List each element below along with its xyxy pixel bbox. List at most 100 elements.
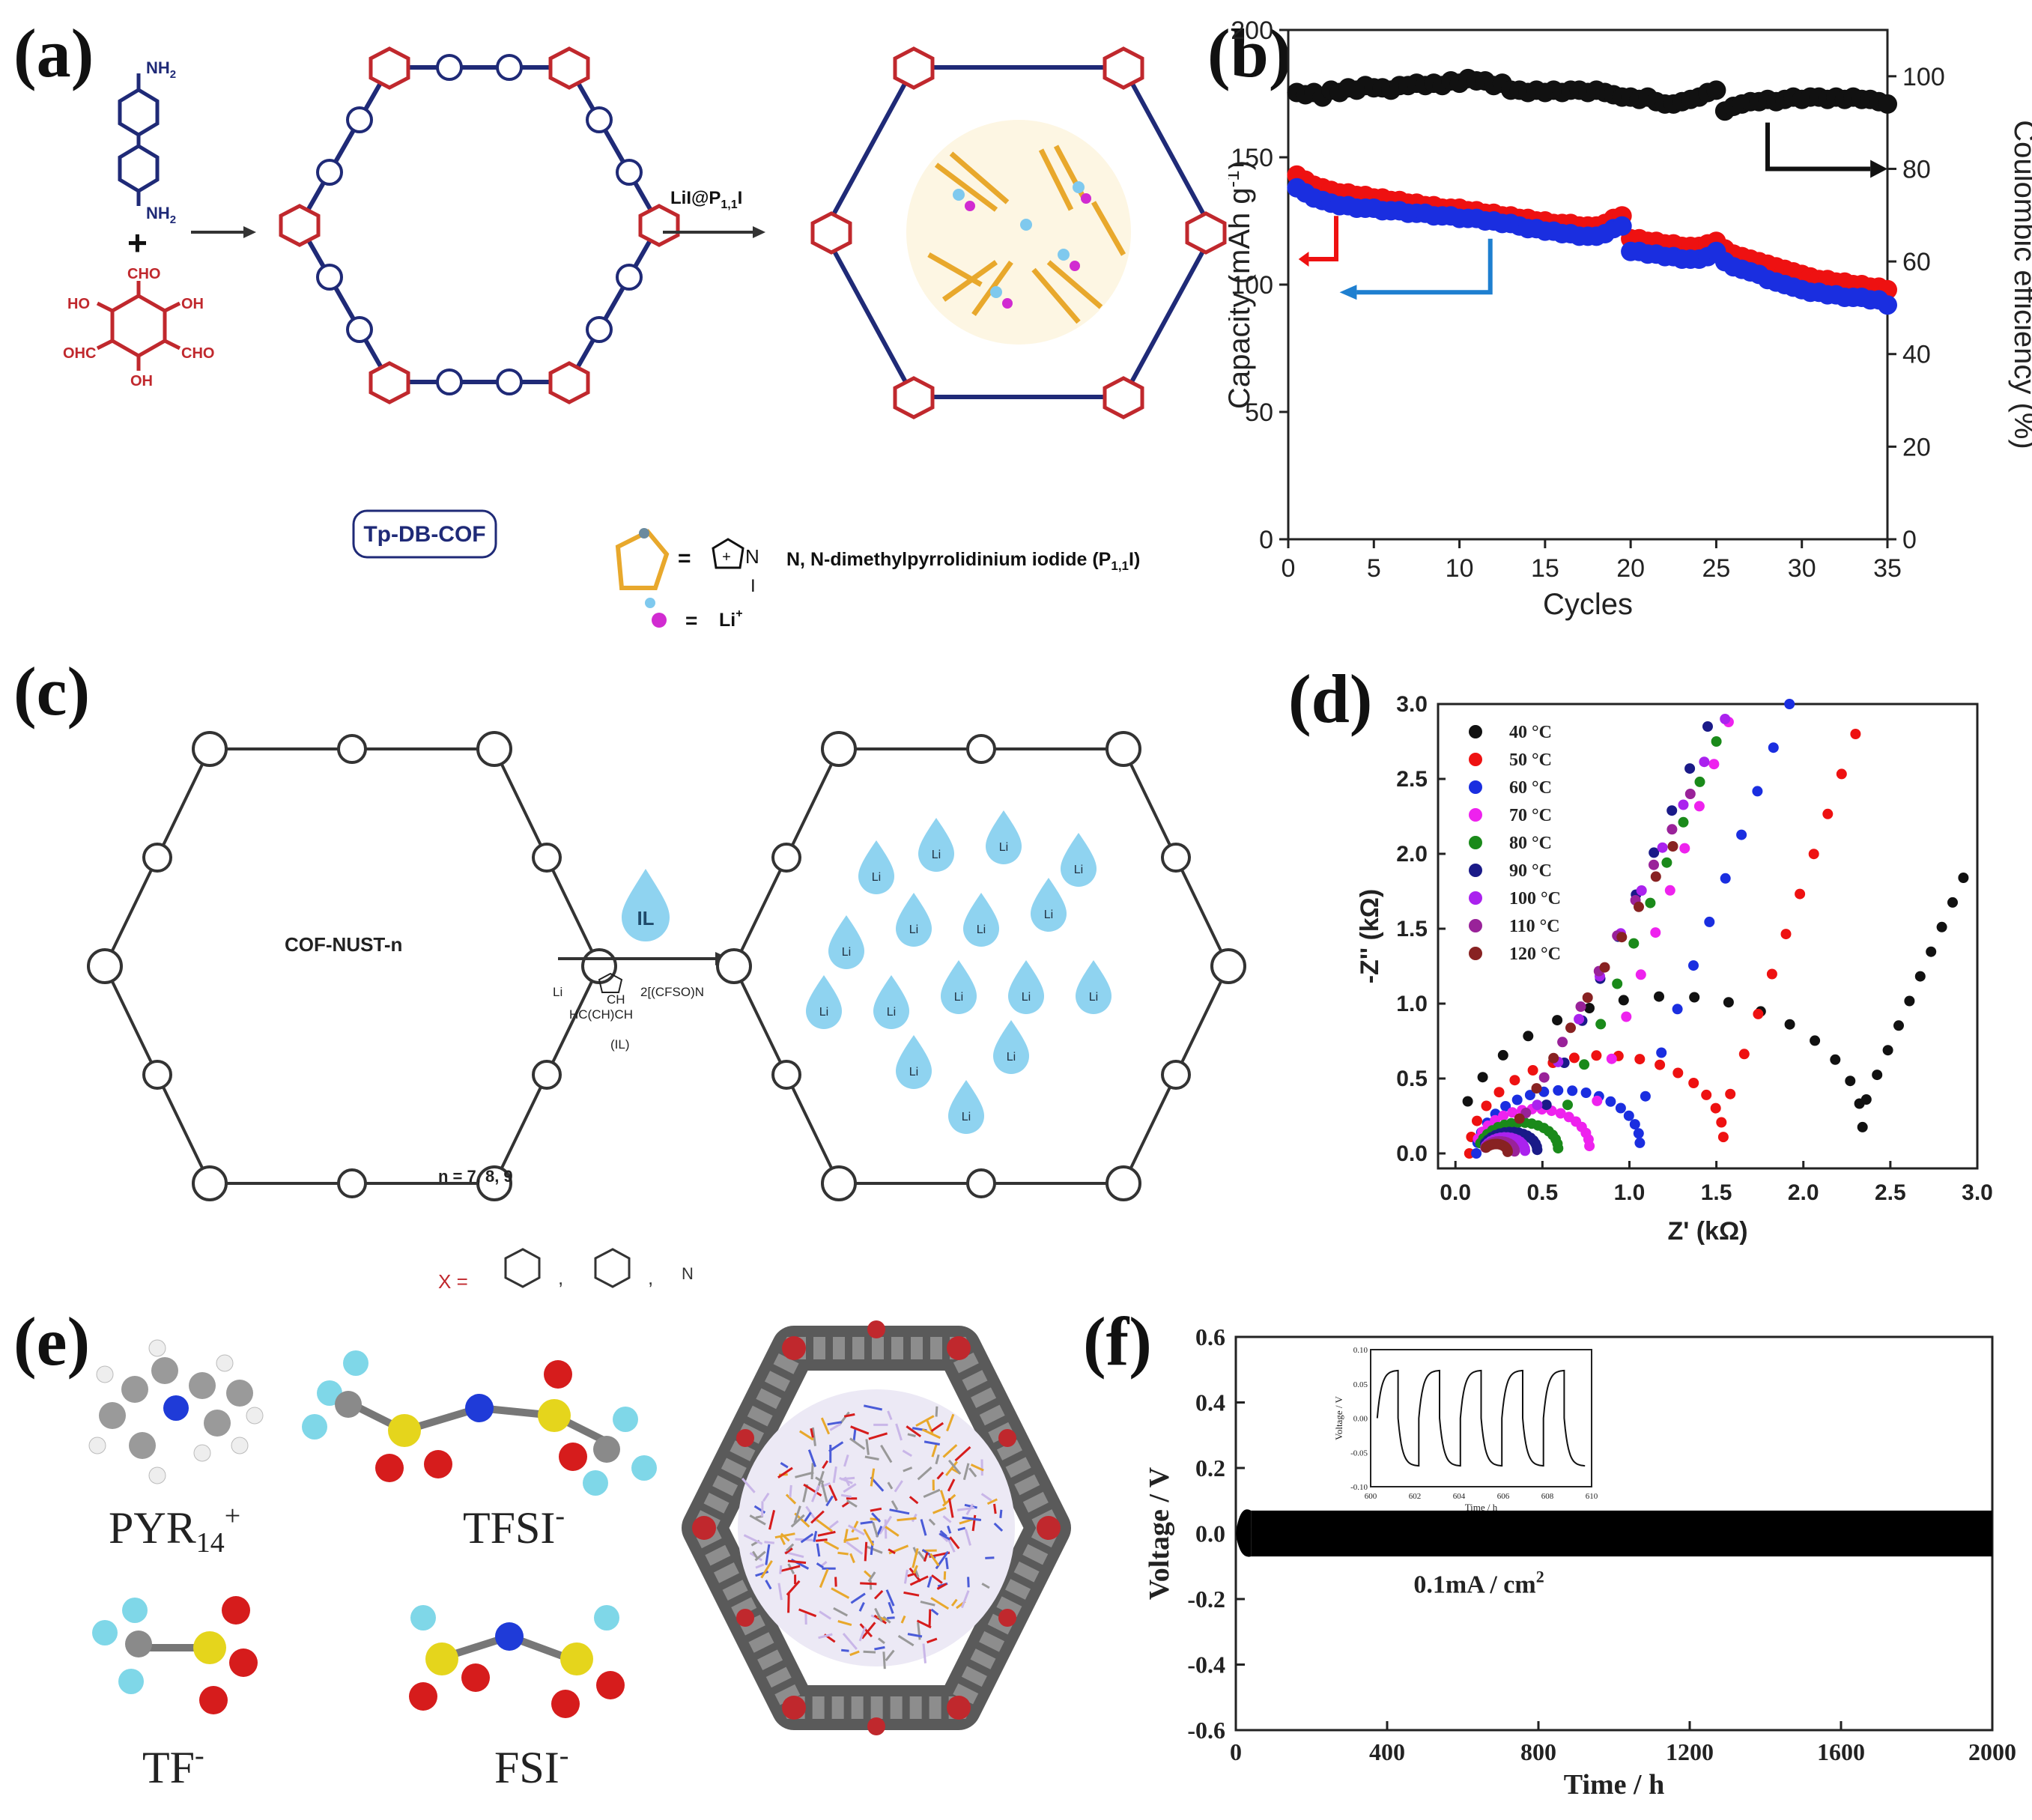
data-point [1599, 962, 1610, 973]
pyr14-molecule [88, 1339, 264, 1484]
pore-guest-segment [935, 1454, 940, 1465]
data-point [1795, 888, 1806, 900]
pore-guest-segment [920, 1601, 935, 1607]
pore-guest-segment [924, 1440, 940, 1446]
pore-guest-segment [843, 1454, 849, 1467]
data-point [1688, 1078, 1699, 1088]
pore-guest-segment [909, 1496, 919, 1505]
pore-guest-segment [938, 1532, 951, 1541]
pore-guest-segment [931, 1444, 938, 1457]
pore-guest-segment [785, 1493, 797, 1505]
y2-tick-label: 40 [1902, 341, 1931, 369]
data-point [1752, 786, 1763, 797]
pore-guest-segment [804, 1511, 812, 1522]
pore-guest-segment [811, 1427, 816, 1446]
pore-guest-segment [930, 1597, 950, 1610]
data-point [1693, 801, 1705, 812]
pore-guest-segment [947, 1498, 954, 1518]
x-tick-label: 0 [1282, 554, 1296, 583]
x-amine-icon: N [682, 1264, 694, 1283]
legend-label: 50 °C [1509, 750, 1552, 770]
legend-marker [1469, 836, 1482, 849]
legend-label: 100 °C [1509, 889, 1561, 909]
pore-guest-segment [880, 1444, 893, 1463]
pore-guest-segment [900, 1615, 906, 1624]
y2-axis-label: Coulombic efficiency (%) [2008, 120, 2032, 449]
pore-guest-segment [909, 1567, 922, 1583]
pore-guest-segment [894, 1480, 903, 1493]
y-tick-label: 0.2 [1195, 1455, 1225, 1481]
pore-guest-segment [764, 1541, 774, 1544]
pore-guest-segment [926, 1637, 938, 1644]
y2-tick-label: 20 [1902, 433, 1931, 461]
plus-sign: + [127, 223, 148, 262]
plot-frame [1437, 703, 1979, 1170]
pore-guest-segment [902, 1449, 912, 1457]
pore-guest-segment [865, 1545, 883, 1554]
pore-guest-segment [780, 1565, 801, 1572]
tp-monomer [96, 281, 181, 371]
y-axis-label: Voltage / V [1144, 1466, 1175, 1600]
data-point [1553, 1085, 1564, 1096]
data-point [1850, 729, 1861, 739]
pore-guest-segment [943, 1571, 947, 1580]
data-point [1672, 1004, 1683, 1015]
li-drop-icon [993, 1020, 1029, 1074]
inset-y-tick-label: 0.00 [1353, 1415, 1368, 1424]
pore-guest-segment [949, 1536, 960, 1550]
pore-guest-segment [874, 1607, 883, 1622]
pore-guest-segment [795, 1471, 814, 1478]
pore-guest-segment [832, 1466, 837, 1484]
data-point [1780, 929, 1792, 940]
pyrrolidinium-legend: = + N I N, N-dimethylpyrrolidinium iodid… [615, 528, 1140, 608]
x-tick-label: 1200 [1666, 1738, 1714, 1765]
data-point [1701, 1089, 1712, 1100]
pore-guest-segment [823, 1540, 840, 1550]
series-50-c [1464, 729, 1861, 1159]
legend-marker [1469, 947, 1482, 960]
pore-guest-segment [741, 1478, 756, 1493]
pore-guest-segment [827, 1421, 842, 1426]
pore-guest-segment [895, 1423, 903, 1441]
series-capacity-blue- [1287, 178, 1897, 315]
pore-guest-segment [840, 1476, 855, 1481]
y-tick-label: 2.0 [1396, 842, 1428, 867]
li-drop-label: Li [962, 1111, 971, 1123]
data-point [1914, 971, 1926, 982]
pore-guest-segment [810, 1510, 825, 1524]
pore-guest-segment [887, 1481, 894, 1490]
pore-guest-segment [810, 1463, 814, 1480]
inset-voltage-trace [1376, 1369, 1586, 1467]
pore-guest-segment [947, 1525, 952, 1534]
data-point [1552, 1015, 1563, 1026]
pore-guest-segment [798, 1430, 814, 1441]
cof-nust-name: COF-NUST-n [285, 933, 402, 956]
pore-guest-segment [885, 1526, 900, 1537]
inset-x-tick-label: 600 [1365, 1492, 1377, 1501]
pore-guest-segment [780, 1462, 789, 1469]
tp-cho-right: CHO [181, 345, 214, 362]
li-drop-icon [1076, 960, 1111, 1014]
data-point [1650, 927, 1661, 938]
data-point [1784, 699, 1795, 709]
series-40-c [1462, 873, 1969, 1132]
li-drop-icon [896, 893, 932, 947]
pore-guest-segment [888, 1548, 896, 1555]
data-point [1699, 756, 1710, 768]
pore-guest-segment [860, 1582, 877, 1586]
pore-guest-segment [957, 1506, 975, 1511]
pore-guest-segment [865, 1439, 870, 1455]
pore-guest-segment [834, 1577, 837, 1587]
data-point [1582, 992, 1593, 1003]
data-point [1655, 1059, 1666, 1070]
data-point [1612, 978, 1623, 989]
pore-guest-segment [800, 1532, 814, 1544]
pore-guest-segment [743, 1534, 763, 1545]
pore-guest-segment [929, 1553, 940, 1567]
pyr14-label: PYR14+ [109, 1500, 240, 1559]
svg-text:2[(CFSO)N: 2[(CFSO)N [640, 985, 704, 999]
pore-guest-segment [867, 1571, 876, 1583]
pore-guest-segment [852, 1428, 857, 1441]
data-point [1710, 1102, 1721, 1114]
data-point [1657, 842, 1668, 853]
